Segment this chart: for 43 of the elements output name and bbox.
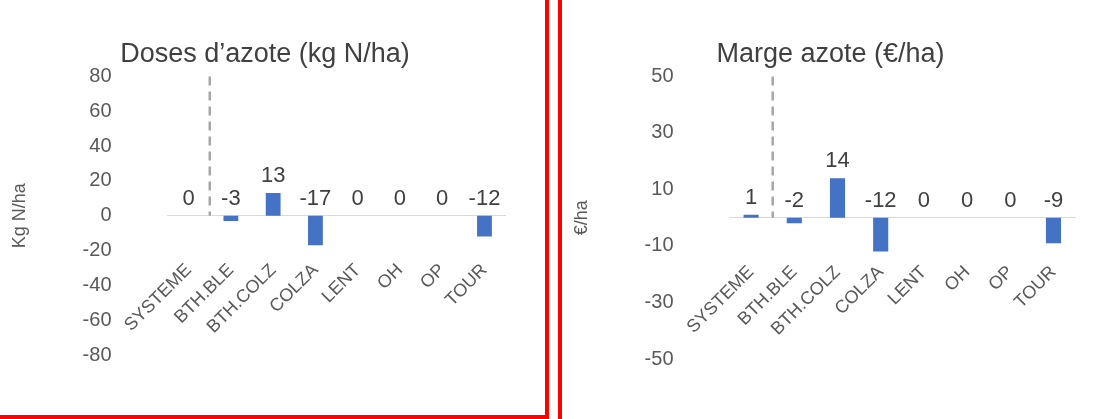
data-label: -2 (784, 186, 805, 212)
y-tick-label: -30 (644, 290, 674, 312)
data-label: 0 (393, 184, 407, 210)
y-tick-label: 80 (89, 63, 112, 86)
y-tick-label: -60 (82, 307, 112, 330)
y-tick-label: -10 (644, 233, 674, 256)
data-label: 0 (182, 184, 195, 210)
x-tick-label: OH (373, 259, 407, 293)
data-label: -12 (468, 184, 501, 210)
bar (1045, 217, 1062, 244)
data-label: 0 (351, 184, 364, 210)
y-tick-label: -80 (82, 342, 112, 365)
y-tick-label: 0 (100, 203, 112, 226)
data-label: 0 (960, 186, 974, 212)
data-label: 13 (260, 162, 286, 188)
bar (873, 217, 889, 252)
y-tick-label: 30 (651, 120, 674, 143)
data-label: 14 (825, 147, 850, 173)
y-tick-label: 60 (89, 98, 112, 121)
x-tick-label: OP (416, 259, 449, 293)
data-label: -12 (864, 186, 897, 212)
data-label: -3 (221, 184, 241, 210)
y-tick-label: -40 (82, 272, 112, 295)
data-label: -17 (299, 184, 332, 210)
chart-title: Doses d’azote (kg N/ha) (120, 37, 410, 68)
data-label: 0 (917, 186, 931, 212)
data-label: 1 (744, 183, 758, 209)
y-axis-title: Kg N/ha (8, 182, 29, 249)
data-label: -9 (1043, 186, 1064, 212)
y-tick-label: 10 (651, 176, 674, 199)
x-tick-label: OP (984, 261, 1017, 295)
data-label: 0 (436, 184, 449, 210)
y-tick-label: -20 (82, 238, 112, 261)
y-tick-label: 40 (89, 133, 112, 156)
chart-title: Marge azote (€/ha) (716, 37, 945, 68)
x-tick-label: OH (940, 261, 974, 295)
y-tick-label: -50 (644, 346, 674, 369)
bar (743, 214, 759, 218)
y-axis-title: €/ha (570, 199, 591, 236)
bar (829, 178, 846, 218)
y-tick-label: 50 (651, 63, 674, 86)
data-label: 0 (1004, 186, 1017, 212)
y-tick-label: 20 (89, 168, 112, 191)
